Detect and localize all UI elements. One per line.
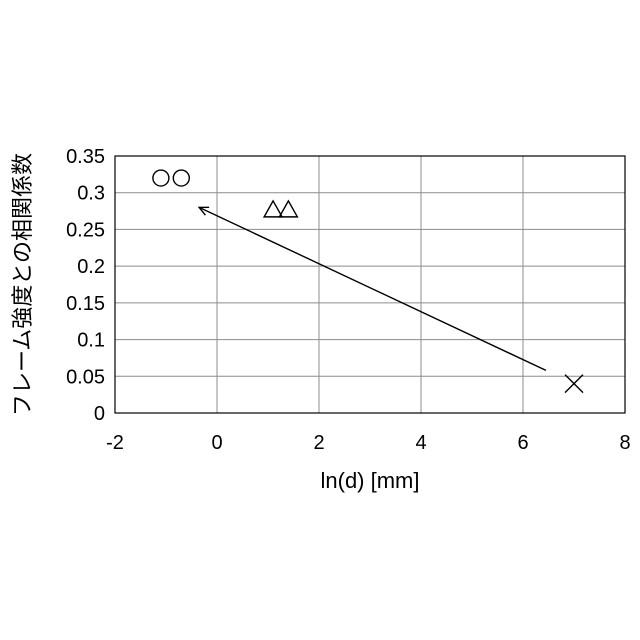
triangle-marker — [279, 201, 297, 217]
triangle-marker — [264, 201, 282, 217]
x-tick-label: 4 — [415, 432, 426, 454]
y-tick-label: 0.3 — [77, 183, 105, 205]
y-tick-label: 0.1 — [77, 330, 105, 352]
y-tick-label: 0.25 — [66, 219, 105, 241]
y-axis-title: フレーム強度との相関係数 — [10, 153, 35, 416]
x-axis-title: ln(d) [mm] — [321, 468, 420, 493]
circle-marker — [153, 170, 169, 186]
tick-labels: -20246800.050.10.150.20.250.30.35 — [66, 146, 631, 454]
cross-marker — [565, 375, 583, 393]
circle-marker — [173, 170, 189, 186]
y-tick-label: 0.15 — [66, 293, 105, 315]
x-tick-label: 8 — [619, 432, 630, 454]
x-tick-label: 6 — [517, 432, 528, 454]
trend-arrow — [199, 207, 546, 370]
x-tick-label: 0 — [211, 432, 222, 454]
grid-lines — [115, 156, 625, 413]
x-tick-label: 2 — [313, 432, 324, 454]
y-tick-label: 0.2 — [77, 256, 105, 278]
y-tick-label: 0.05 — [66, 366, 105, 388]
y-tick-label: 0.35 — [66, 146, 105, 168]
plot-area-frame — [115, 156, 625, 413]
x-tick-label: -2 — [106, 432, 124, 454]
annotations — [199, 207, 546, 370]
y-tick-label: 0 — [94, 403, 105, 425]
